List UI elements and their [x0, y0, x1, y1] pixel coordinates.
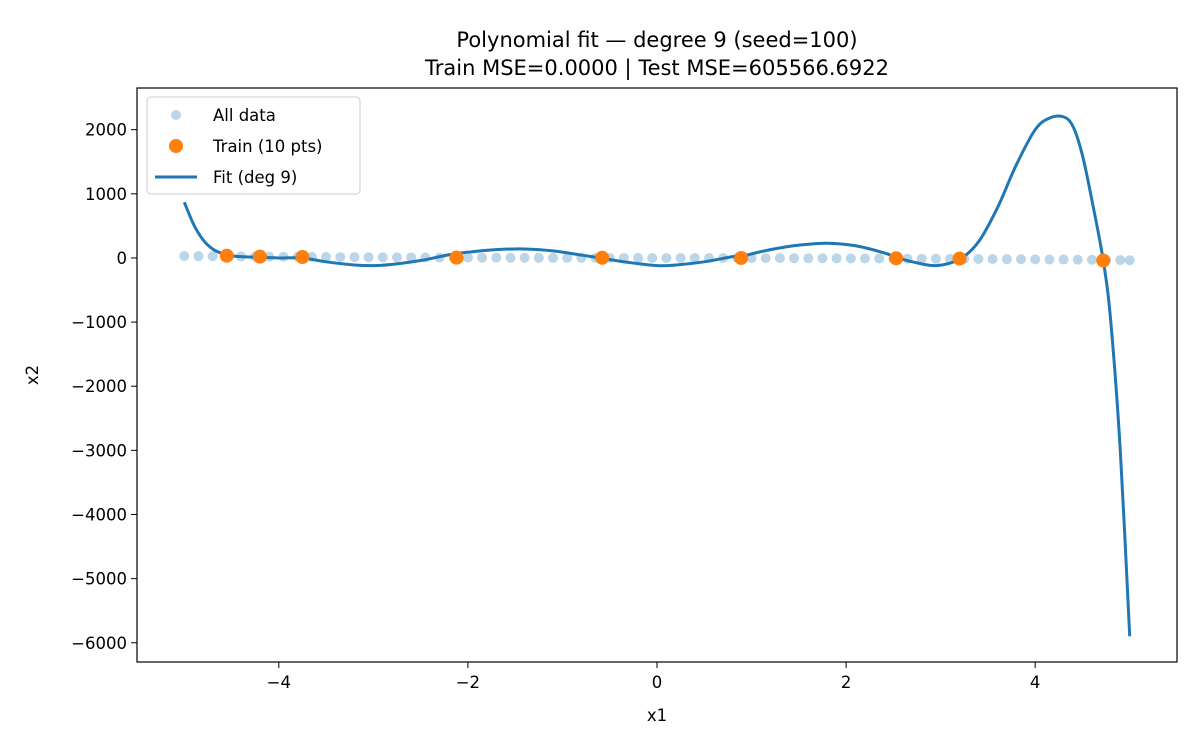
all-data-point [987, 254, 998, 265]
y-tick-label: −2000 [71, 377, 127, 396]
all-data-point [1086, 254, 1097, 265]
legend-box [146, 96, 361, 195]
all-data-point [519, 252, 530, 263]
y-axis-label: x2 [23, 365, 42, 385]
all-data-point [533, 252, 544, 263]
train-point [252, 249, 267, 264]
all-data-point [760, 253, 771, 264]
legend-label-all-data: All data [213, 106, 276, 125]
all-data-point [874, 253, 885, 264]
all-data-point [1001, 254, 1012, 265]
all-data-point [406, 252, 417, 263]
all-data-point [789, 253, 800, 264]
all-data-point [462, 252, 473, 263]
all-data-point [335, 252, 346, 263]
all-data-point [363, 252, 374, 263]
y-tick-label: 2000 [85, 121, 127, 140]
all-data-point [817, 253, 828, 264]
y-tick-label: −5000 [71, 570, 127, 589]
all-data-point [774, 253, 785, 264]
all-data-point [675, 252, 686, 263]
chart-title: Polynomial fit — degree 9 (seed=100) [456, 28, 857, 52]
y-axis: 2000 1000 0 −1000 −2000 −3000 −4000 −5000 −6000 [71, 121, 137, 653]
all-data-point [321, 251, 332, 262]
all-data-point [562, 252, 573, 263]
all-data-point [179, 251, 190, 262]
x-axis: −4 −2 0 2 4 [267, 662, 1041, 692]
train-point [1096, 253, 1111, 268]
legend-label-train: Train (10 pts) [212, 137, 323, 156]
all-data-point [377, 252, 388, 263]
y-tick-label: −6000 [71, 634, 127, 653]
x-tick-label: 2 [841, 673, 852, 692]
train-point [952, 251, 967, 266]
all-data-point [505, 252, 516, 263]
all-data-point [930, 253, 941, 264]
train-point [734, 250, 749, 265]
y-tick-label: 1000 [85, 185, 127, 204]
all-data-point [1030, 254, 1041, 265]
y-tick-label: −4000 [71, 505, 127, 524]
plot-area [179, 114, 1135, 637]
all-data-point [1016, 254, 1026, 265]
legend: All data Train (10 pts) Fit (deg 9) [146, 96, 361, 195]
all-data-point [349, 252, 360, 263]
all-data-point [207, 251, 218, 262]
all-data-point [633, 252, 644, 263]
x-tick-label: 4 [1030, 673, 1041, 692]
all-data-point [1044, 254, 1055, 265]
all-data-point [647, 252, 658, 263]
train-point [595, 250, 610, 265]
all-data-point [1058, 254, 1069, 265]
y-tick-label: 0 [117, 249, 128, 268]
x-tick-label: −2 [456, 673, 480, 692]
all-data-point [1115, 255, 1126, 266]
x-tick-label: −4 [267, 673, 291, 692]
all-data-point [661, 252, 672, 263]
all-data-point [491, 252, 502, 263]
all-data-point [477, 252, 488, 263]
all-data-point [916, 253, 927, 264]
chart-subtitle: Train MSE=0.0000 | Test MSE=605566.6922 [424, 56, 889, 81]
all-data-point [803, 253, 814, 264]
x-axis-label: x1 [647, 706, 667, 725]
all-data-point [973, 253, 984, 264]
all-data-point [548, 252, 558, 263]
y-tick-label: −1000 [71, 313, 127, 332]
all-data-point [1124, 255, 1135, 266]
x-tick-label: 0 [652, 673, 663, 692]
all-data-point [193, 251, 204, 262]
legend-marker-all-data [171, 110, 181, 120]
legend-label-fit: Fit (deg 9) [213, 168, 297, 187]
all-data-point [689, 252, 700, 263]
train-point [295, 249, 310, 264]
all-data-point [392, 252, 402, 263]
all-data-point [1072, 254, 1083, 265]
train-point [889, 251, 904, 266]
train-point [219, 248, 234, 263]
train-point [449, 250, 464, 265]
all-data-point [845, 253, 856, 264]
legend-marker-train [169, 139, 183, 153]
all-data-point [831, 253, 842, 264]
y-tick-label: −3000 [71, 441, 127, 460]
fit-line [182, 114, 1132, 637]
all-data-point [860, 253, 870, 264]
